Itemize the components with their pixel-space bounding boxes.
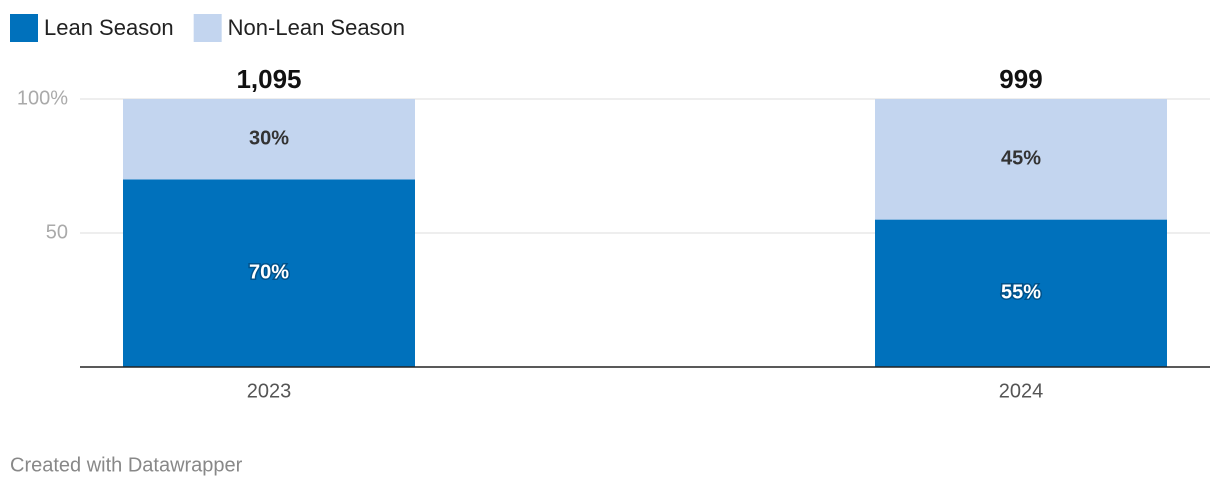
x-tick-label: 2024 bbox=[999, 380, 1044, 402]
y-tick-label: 50 bbox=[46, 221, 68, 243]
legend-swatch bbox=[10, 14, 38, 42]
bar-segment bbox=[875, 219, 1167, 367]
y-tick-label: 100% bbox=[17, 87, 68, 109]
bar-segment bbox=[123, 179, 415, 367]
credit: Created with Datawrapper bbox=[10, 454, 243, 476]
value-label: 45% bbox=[1001, 148, 1041, 170]
total-label: 999 bbox=[999, 64, 1042, 94]
legend-label: Non-Lean Season bbox=[228, 15, 405, 40]
x-tick-label: 2023 bbox=[247, 380, 292, 402]
total-label: 1,095 bbox=[236, 64, 301, 94]
legend-swatch bbox=[193, 14, 222, 42]
bar-segment bbox=[123, 99, 415, 180]
legend-label: Lean Season bbox=[44, 15, 174, 40]
value-label: 70% bbox=[249, 261, 289, 283]
value-label: 55% bbox=[1001, 282, 1041, 304]
bar-segment bbox=[875, 99, 1167, 220]
value-label: 30% bbox=[249, 127, 289, 149]
